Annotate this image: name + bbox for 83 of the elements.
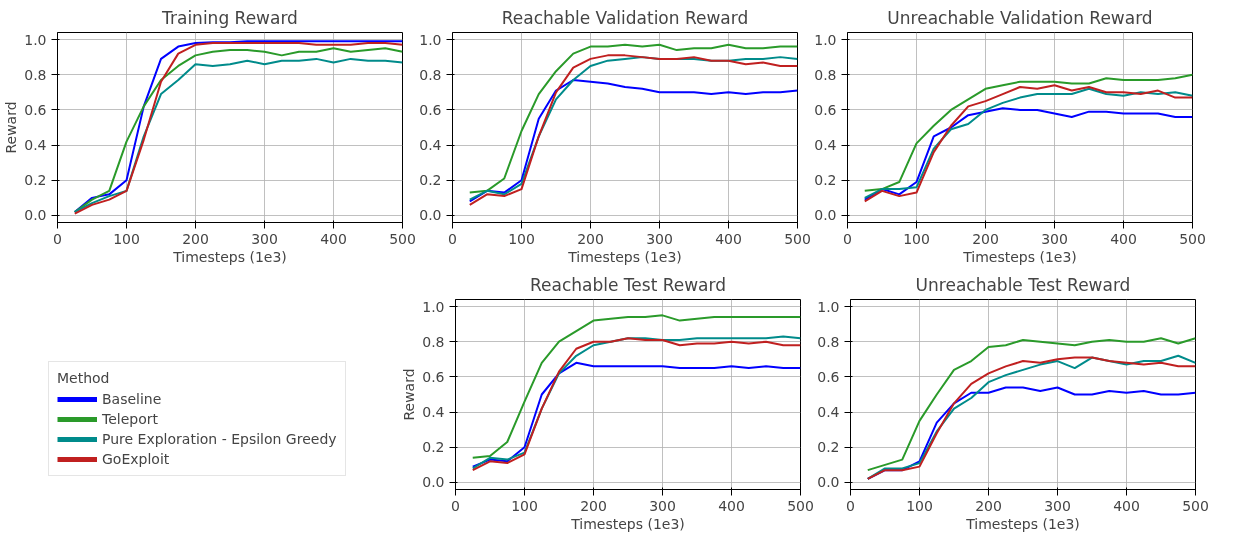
y-tick-label: 0.4 — [422, 404, 445, 421]
y-tick-label: 1.0 — [422, 298, 445, 315]
y-tick-label: 0.8 — [24, 66, 47, 83]
legend-label: Pure Exploration - Epsilon Greedy — [102, 431, 337, 447]
y-tick-label: 0.2 — [817, 439, 840, 456]
y-tick-label: 1.0 — [814, 31, 837, 48]
x-tick-label: 300 — [646, 230, 673, 247]
y-tick-label: 0.8 — [814, 66, 837, 83]
y-tick-label: 0.8 — [422, 333, 445, 350]
x-tick-label: 300 — [1044, 497, 1071, 514]
y-tick-label: 0.4 — [817, 404, 840, 421]
line-series — [468, 79, 798, 203]
y-tick-label: 1.0 — [24, 31, 47, 48]
x-tick-label: 300 — [251, 230, 278, 247]
x-tick-label: 100 — [511, 497, 538, 514]
y-tick-label: 1.0 — [817, 298, 840, 315]
chart-title: Reachable Test Reward — [529, 274, 727, 295]
y-tick-label: 0.6 — [422, 368, 445, 385]
line-series — [471, 314, 801, 459]
x-tick-label: 500 — [389, 230, 416, 247]
x-axis-title: Timesteps (1e3) — [962, 248, 1077, 265]
x-tick-label: 200 — [182, 230, 209, 247]
x-tick-label: 0 — [451, 497, 460, 514]
y-tick-label: 0.6 — [419, 101, 442, 118]
x-tick-label: 500 — [787, 497, 814, 514]
x-tick-label: 500 — [784, 230, 811, 247]
legend-label: Baseline — [102, 391, 162, 407]
x-axis-title: Timesteps (1e3) — [570, 515, 685, 532]
y-tick-label: 1.0 — [419, 31, 442, 48]
x-axis-title: Timesteps (1e3) — [567, 248, 682, 265]
y-axis-title: Reward — [401, 368, 418, 421]
y-axis-title: Reward — [3, 101, 20, 154]
x-tick-label: 100 — [508, 230, 535, 247]
x-tick-label: 200 — [972, 230, 999, 247]
x-tick-label: 200 — [975, 497, 1002, 514]
y-tick-label: 0.0 — [24, 207, 47, 224]
line-series — [866, 337, 1196, 472]
x-tick-label: 0 — [843, 230, 852, 247]
x-tick-label: 200 — [580, 497, 607, 514]
line-series — [863, 73, 1193, 192]
legend-title: Method — [57, 370, 111, 386]
line-series — [471, 361, 801, 468]
x-tick-label: 200 — [577, 230, 604, 247]
y-tick-label: 0.2 — [419, 172, 442, 189]
chart-title: Unreachable Validation Reward — [887, 7, 1153, 28]
x-tick-label: 500 — [1179, 230, 1206, 247]
y-tick-label: 0.6 — [817, 368, 840, 385]
x-tick-label: 0 — [846, 497, 855, 514]
legend-label: GoExploit — [102, 451, 170, 467]
x-tick-label: 100 — [903, 230, 930, 247]
x-axis-title: Timesteps (1e3) — [965, 515, 1080, 532]
chart-title: Unreachable Test Reward — [915, 274, 1131, 295]
y-tick-label: 0.0 — [817, 474, 840, 491]
x-tick-label: 400 — [715, 230, 742, 247]
chart-title: Training Reward — [161, 7, 298, 28]
x-axis-title: Timesteps (1e3) — [172, 248, 287, 265]
x-tick-label: 500 — [1182, 497, 1209, 514]
chart-title: Reachable Validation Reward — [501, 7, 749, 28]
legend-label: Teleport — [102, 411, 158, 427]
x-tick-label: 100 — [906, 497, 933, 514]
y-tick-label: 0.0 — [419, 207, 442, 224]
y-tick-label: 0.4 — [24, 137, 47, 154]
line-series — [863, 107, 1193, 201]
x-tick-label: 400 — [1113, 497, 1140, 514]
y-tick-label: 0.4 — [419, 137, 442, 154]
y-tick-label: 0.8 — [817, 333, 840, 350]
y-tick-label: 0.8 — [419, 66, 442, 83]
y-tick-label: 0.2 — [814, 172, 837, 189]
y-tick-label: 0.2 — [422, 439, 445, 456]
y-tick-label: 0.2 — [24, 172, 47, 189]
y-tick-label: 0.4 — [814, 137, 837, 154]
y-tick-label: 0.0 — [814, 207, 837, 224]
x-tick-label: 0 — [448, 230, 457, 247]
y-tick-label: 0.0 — [422, 474, 445, 491]
x-tick-label: 300 — [649, 497, 676, 514]
x-tick-label: 300 — [1041, 230, 1068, 247]
x-tick-label: 100 — [113, 230, 140, 247]
y-tick-label: 0.6 — [24, 101, 47, 118]
y-tick-label: 0.6 — [814, 101, 837, 118]
x-tick-label: 400 — [320, 230, 347, 247]
x-tick-label: 400 — [1110, 230, 1137, 247]
x-tick-label: 0 — [53, 230, 62, 247]
x-tick-label: 400 — [718, 497, 745, 514]
